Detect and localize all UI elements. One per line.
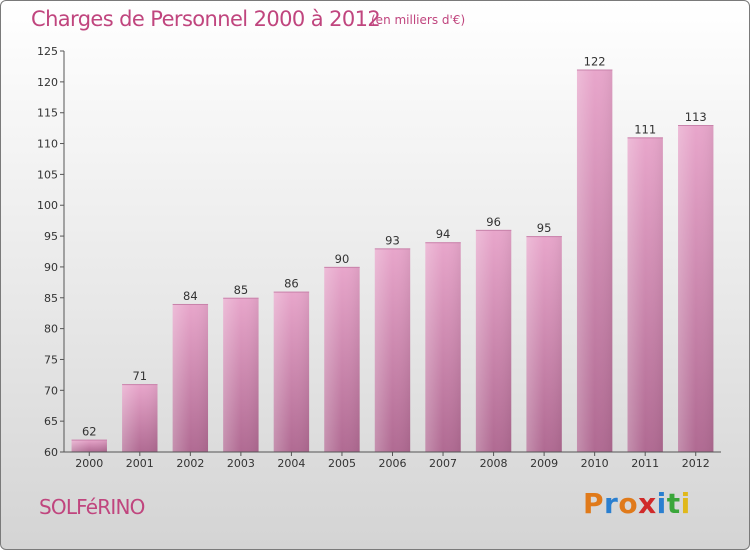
y-tick-label: 120	[37, 76, 58, 89]
y-axis: 60 65 70 75 80 85 90 95 100 105 110 115 120 125	[37, 45, 65, 459]
chart-title: Charges de Personnel 2000 à 2012	[31, 7, 381, 31]
bar-shine	[273, 291, 310, 452]
brand-letter: i	[656, 487, 667, 520]
y-tick-label: 80	[44, 323, 58, 336]
y-tick-label: 100	[37, 199, 58, 212]
y-tick-label: 115	[37, 107, 58, 120]
bar-shine	[576, 69, 613, 452]
data-label: 86	[284, 277, 299, 291]
data-label: 62	[82, 425, 97, 439]
x-tick-label: 2003	[227, 457, 255, 470]
bar-shine	[71, 439, 107, 452]
data-label: 85	[234, 283, 249, 297]
x-tick-label: 2001	[126, 457, 154, 470]
bar-shine	[627, 137, 663, 452]
data-label: 95	[537, 221, 552, 235]
x-tick-label: 2002	[176, 457, 204, 470]
y-tick-label: 60	[44, 446, 58, 459]
x-tick-label: 2011	[631, 457, 659, 470]
data-label: 93	[385, 233, 400, 247]
bar-shine	[475, 229, 512, 452]
x-tick-label: 2000	[75, 457, 103, 470]
bar-shine	[324, 266, 360, 452]
x-tick-label: 2008	[480, 457, 508, 470]
x-tick-label: 2006	[379, 457, 407, 470]
town-name: SOLFéRINO	[39, 495, 145, 519]
bar-shine	[374, 248, 411, 452]
bar-shine	[223, 297, 259, 452]
brand-letter: o	[618, 487, 639, 520]
x-tick-label: 2010	[581, 457, 609, 470]
data-label: 90	[335, 252, 350, 266]
bars: 62 71 84 85 86 90 93 94 96 95 122 111 113	[71, 55, 714, 453]
proxiti-logo: Proxiti	[583, 487, 691, 520]
data-label: 113	[685, 110, 707, 124]
y-tick-label: 110	[37, 138, 58, 151]
brand-letter: i	[680, 487, 691, 520]
data-label: 111	[634, 122, 656, 136]
y-tick-label: 95	[44, 230, 58, 243]
x-tick-label: 2005	[328, 457, 356, 470]
y-tick-label: 105	[37, 168, 58, 181]
bar-shine	[678, 125, 714, 453]
data-label: 84	[183, 289, 198, 303]
bar-shine	[425, 242, 461, 452]
y-tick-label: 65	[44, 415, 58, 428]
brand-letter: t	[666, 487, 681, 520]
bar-shine	[526, 236, 562, 452]
data-label: 71	[132, 369, 147, 383]
data-label: 96	[486, 215, 501, 229]
chart-subtitle: (en milliers d'€)	[371, 13, 466, 27]
x-tick-label: 2004	[277, 457, 305, 470]
brand-letter: x	[638, 487, 657, 520]
x-tick-label: 2012	[682, 457, 710, 470]
x-axis: 2000 2001 2002 2003 2004 2005 2006 2007 2008 2009…	[64, 451, 721, 470]
y-tick-label: 85	[44, 292, 58, 305]
data-label: 94	[436, 227, 451, 241]
data-label: 122	[584, 55, 606, 69]
y-tick-label: 125	[37, 45, 58, 58]
x-tick-label: 2009	[530, 457, 558, 470]
x-tick-label: 2007	[429, 457, 457, 470]
y-tick-label: 90	[44, 261, 58, 274]
y-tick-label: 70	[44, 384, 58, 397]
brand-letter: r	[604, 487, 619, 520]
bar-chart: 60 65 70 75 80 85 90 95 100 105 110 115 120 125 62 71 8…	[37, 45, 721, 470]
bar-shine	[172, 303, 209, 452]
y-tick-label: 75	[44, 353, 58, 366]
brand-letter: P	[583, 487, 605, 520]
bar-shine	[122, 384, 158, 452]
